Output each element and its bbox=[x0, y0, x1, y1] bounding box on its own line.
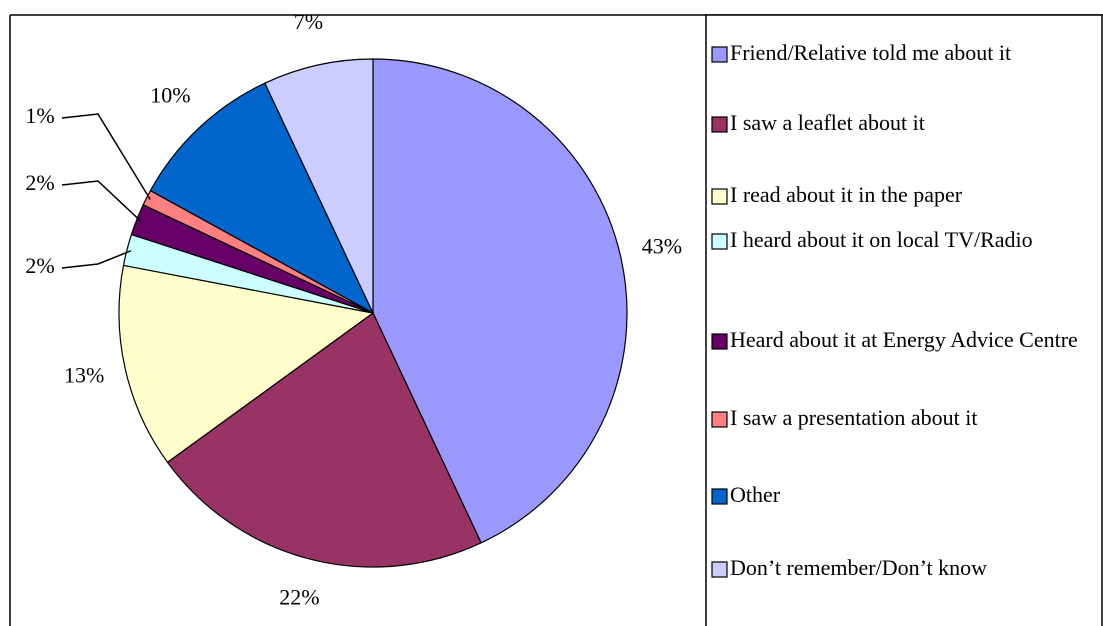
legend-label: Friend/Relative told me about it bbox=[730, 40, 1011, 65]
data-label: 7% bbox=[294, 9, 323, 34]
legend-swatch bbox=[711, 333, 728, 350]
legend-swatch bbox=[711, 188, 728, 205]
pie-slice bbox=[166, 312, 482, 568]
legend-swatch bbox=[711, 233, 728, 250]
legend-label: I saw a presentation about it bbox=[730, 405, 977, 430]
legend-swatch bbox=[711, 561, 728, 578]
leader-line bbox=[61, 180, 142, 222]
data-label: 43% bbox=[642, 233, 682, 258]
legend-swatch bbox=[711, 411, 728, 428]
legend-swatch bbox=[711, 488, 728, 505]
pie-slice bbox=[149, 82, 375, 315]
legend-label: Other bbox=[730, 482, 781, 507]
pie-slice bbox=[372, 58, 628, 544]
data-label: 22% bbox=[279, 585, 319, 610]
legend-label: Heard about it at Energy Advice Centre bbox=[730, 327, 1078, 352]
legend-label: I saw a leaflet about it bbox=[730, 110, 925, 135]
data-label: 2% bbox=[25, 170, 54, 195]
legend-box bbox=[705, 14, 1103, 626]
legend-swatch bbox=[711, 46, 728, 63]
legend-swatch bbox=[711, 116, 728, 133]
leader-line bbox=[61, 250, 132, 269]
data-label: 2% bbox=[25, 253, 54, 278]
data-label: 13% bbox=[64, 363, 104, 388]
legend-label: I heard about it on local TV/Radio bbox=[730, 227, 1033, 252]
legend-label: Don’t remember/Don’t know bbox=[730, 555, 987, 580]
pie-slice bbox=[118, 264, 375, 464]
legend-label: I read about it in the paper bbox=[730, 182, 963, 207]
leader-line bbox=[61, 113, 151, 200]
data-label: 1% bbox=[25, 103, 54, 128]
data-label: 10% bbox=[150, 82, 190, 107]
pie-slice bbox=[264, 58, 374, 314]
